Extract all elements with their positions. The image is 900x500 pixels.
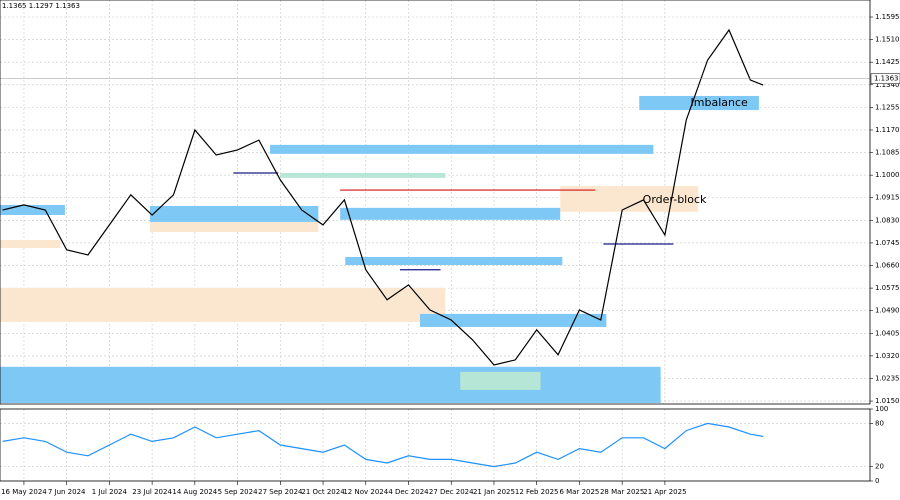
- annotation: Imbalance: [691, 96, 748, 109]
- y-tick-label: 100: [875, 405, 888, 413]
- zone: [149, 221, 319, 233]
- y-tick-label: 1.0915: [875, 194, 900, 202]
- x-tick-label: 16 May 2024: [1, 488, 47, 496]
- x-tick-label: 5 Sep 2024: [218, 488, 258, 496]
- y-tick-label: 1.1085: [875, 149, 900, 157]
- x-tick-label: 14 Aug 2024: [172, 488, 217, 496]
- y-tick-label: 20: [875, 463, 884, 471]
- y-tick-label: 1.0745: [875, 239, 900, 247]
- x-tick-label: 23 Jul 2024: [132, 488, 172, 496]
- y-tick-label: 1.0405: [875, 329, 900, 337]
- y-tick-label: 1.1000: [875, 171, 900, 179]
- y-tick-label: 1.0830: [875, 216, 900, 224]
- series-line: [2, 422, 764, 468]
- last-price-box: [870, 73, 900, 84]
- zone: [420, 313, 607, 327]
- y-tick-label: 1.0490: [875, 307, 900, 315]
- y-tick-label: 1.0150: [875, 397, 900, 405]
- y-tick-label: 1.1425: [875, 58, 900, 66]
- x-tick-label: 1 Jul 2024: [92, 488, 128, 496]
- x-tick-label: 27 Sep 2024: [258, 488, 303, 496]
- x-tick-label: 12 Feb 2025: [515, 488, 559, 496]
- zone: [639, 95, 759, 111]
- y-tick-label: 0: [875, 477, 879, 485]
- y-tick-label: 1.1510: [875, 36, 900, 44]
- zone: [149, 205, 319, 222]
- x-tick-label: 6 Mar 2025: [559, 488, 599, 496]
- x-tick-label: 27 Dec 2024: [429, 488, 474, 496]
- panel-frame: [0, 408, 871, 482]
- x-tick-label: 28 Mar 2025: [600, 488, 644, 496]
- y-tick-label: 1.0575: [875, 284, 900, 292]
- x-tick-label: 21 Apr 2025: [643, 488, 686, 496]
- x-tick-label: 21 Jan 2025: [473, 488, 515, 496]
- y-tick-label: 1.0235: [875, 374, 900, 382]
- zone: [345, 257, 563, 265]
- last-price-label: 1.1363: [874, 75, 899, 83]
- zone: [280, 173, 446, 178]
- zone: [0, 366, 661, 403]
- zone: [0, 287, 446, 322]
- y-tick-label: 1.1170: [875, 126, 900, 134]
- y-tick-label: 1.0660: [875, 262, 900, 270]
- zone: [340, 207, 561, 220]
- zone: [0, 204, 65, 216]
- x-tick-label: 7 Jun 2024: [48, 488, 86, 496]
- series-line: [2, 28, 764, 366]
- annotation: Order-block: [643, 193, 707, 206]
- ohlc-header: 1.1365 1.1297 1.1363: [2, 2, 80, 10]
- y-tick-label: 1.1595: [875, 13, 900, 21]
- x-tick-label: 12 Nov 2024: [343, 488, 388, 496]
- zone: [460, 371, 541, 390]
- zone: [270, 144, 654, 154]
- y-tick-label: 1.1255: [875, 103, 900, 111]
- x-tick-label: 21 Oct 2024: [301, 488, 345, 496]
- y-tick-label: 1.0320: [875, 352, 900, 360]
- y-tick-label: 80: [875, 419, 884, 427]
- x-tick-label: 4 Dec 2024: [388, 488, 429, 496]
- panel-frame: [0, 0, 871, 405]
- y-tick-label: 1.1340: [875, 81, 900, 89]
- zone: [0, 240, 61, 248]
